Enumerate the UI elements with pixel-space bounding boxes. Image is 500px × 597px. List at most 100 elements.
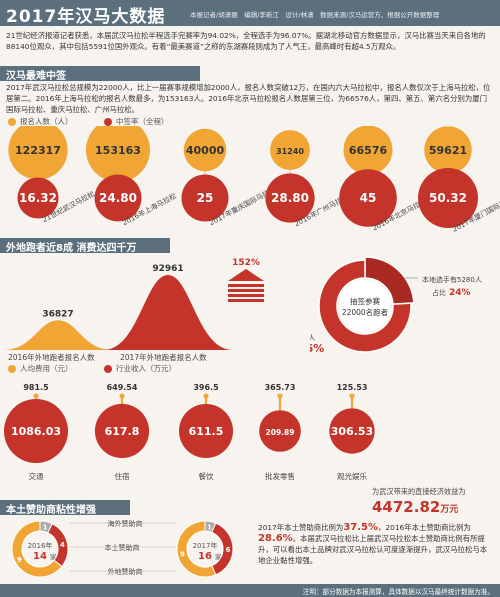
label-outside: 外地赞助商 bbox=[108, 567, 143, 576]
section-title: 汉马最难中签 bbox=[6, 71, 66, 82]
runners-pie-chart: 抽签参赛22000名跑者本地选手有5280人占比24%外地选手16720人占比7… bbox=[310, 256, 482, 355]
cost-value: 396.5 bbox=[193, 383, 219, 392]
credits: 本报记者/胡潇丽 编辑/李新江 设计/林潇 数据来源/汉马运营方、根据公开数据整… bbox=[190, 11, 440, 19]
income-value: 1086.03 bbox=[11, 425, 61, 438]
legend-dot-orange bbox=[8, 117, 16, 126]
applicants-value: 40000 bbox=[186, 144, 225, 157]
donut-unit: 家 bbox=[50, 552, 57, 561]
footer-note: 注明：部分数据为本报测算，具体数据以汉马最终统计数据为准。 bbox=[302, 588, 494, 596]
rate-bubble bbox=[339, 169, 397, 227]
pie-center-line2: 22000名跑者 bbox=[342, 307, 389, 317]
sponsor-slice-value: 1 bbox=[207, 523, 212, 531]
rate-value: 16.32 bbox=[19, 191, 57, 205]
income-value: 611.5 bbox=[189, 425, 224, 438]
legend-dot-red bbox=[104, 117, 112, 126]
legend-cost: 人均费用（元） bbox=[8, 363, 73, 374]
sponsor-slice-value: 4 bbox=[60, 541, 65, 549]
sponsor-slice-value: 1 bbox=[43, 524, 48, 532]
income-bubble bbox=[259, 410, 301, 452]
area-hump-2016 bbox=[3, 320, 113, 350]
runners-slice bbox=[364, 256, 415, 306]
sponsor-text-b: ，2016年本土赞助商比例为 bbox=[378, 523, 471, 532]
growth-stripe bbox=[228, 294, 264, 297]
legend-label: 报名人数（人） bbox=[20, 117, 73, 126]
sponsor-text-a: 2017年本土赞助商比例为 bbox=[258, 523, 344, 532]
legend-label: 人均费用（元） bbox=[20, 364, 73, 373]
legend-label: 行业收入（万元） bbox=[116, 364, 176, 373]
growth-stripe bbox=[228, 289, 264, 292]
cost-value: 981.5 bbox=[23, 383, 49, 392]
applicants-value: 153163 bbox=[95, 144, 141, 157]
donut-unit: 家 bbox=[215, 552, 222, 561]
rate-value: 50.32 bbox=[429, 191, 467, 205]
donut-year: 2016年 bbox=[28, 541, 53, 550]
cost-dot bbox=[349, 393, 355, 399]
legend-dot-red bbox=[104, 364, 112, 373]
applicants-value: 59621 bbox=[429, 144, 467, 157]
pie-center-line1: 抽签参赛 bbox=[350, 296, 380, 306]
page-title: 2017年汉马大数据 bbox=[6, 7, 166, 27]
cost-dot bbox=[277, 393, 283, 399]
section-title: 外地跑者近8成 消费达四千万 bbox=[6, 243, 137, 254]
outside-label: 外地选手16720人 bbox=[310, 333, 315, 342]
cost-value: 365.73 bbox=[265, 383, 296, 392]
runners-slice bbox=[318, 259, 412, 353]
income-value: 306.53 bbox=[331, 425, 373, 438]
applicants-value: 31240 bbox=[276, 147, 304, 156]
rate-bubble bbox=[94, 174, 142, 222]
sponsor-slice-value: 9 bbox=[17, 556, 22, 564]
cost-dot bbox=[33, 393, 39, 399]
section-header-applications: 汉马最难中签 bbox=[0, 66, 200, 82]
donut-count: 16 bbox=[198, 551, 212, 562]
rate-value: 25 bbox=[197, 191, 214, 205]
applicants-bubble bbox=[86, 126, 150, 182]
industry-label: 批发零售 bbox=[265, 471, 295, 481]
cost-dot bbox=[203, 393, 209, 399]
local-label: 本地选手有5280人 bbox=[422, 275, 482, 284]
section-header-outsiders: 外地跑者近8成 消费达四千万 bbox=[0, 238, 170, 254]
rate-bubble bbox=[181, 174, 229, 222]
rate-bubble bbox=[418, 168, 478, 228]
income-value: 209.89 bbox=[266, 428, 295, 437]
cost-value: 649.54 bbox=[107, 383, 138, 392]
label-local: 本土赞助商 bbox=[105, 543, 140, 552]
applicants-bubble bbox=[424, 126, 472, 174]
income-bubble bbox=[178, 403, 234, 459]
income-value: 617.8 bbox=[105, 425, 140, 438]
legend-label: 中签率（全程） bbox=[116, 117, 169, 126]
sponsor-text-c: 。本届武汉马拉松比上届武汉马拉松本土赞助商比例有所提升，可以看出本土品牌对武汉马… bbox=[258, 534, 488, 565]
industry-label: 住宿 bbox=[115, 471, 130, 481]
benefit-value: 4472.82 bbox=[372, 498, 441, 516]
applicants-value: 122317 bbox=[15, 144, 61, 157]
income-bubble bbox=[4, 399, 68, 463]
applicants-bubble-chart: 12231716.3221世纪武汉马拉松15316324.802016年上海马拉… bbox=[8, 126, 500, 234]
label-2017: 2017年外地跑者报名人数 bbox=[120, 352, 207, 362]
section-header-sponsors: 本土赞助商粘性增强 bbox=[0, 500, 130, 516]
area-hump-2017 bbox=[103, 275, 233, 350]
income-bubble bbox=[329, 408, 375, 454]
section-title: 本土赞助商粘性增强 bbox=[6, 505, 96, 516]
applicants-bubble bbox=[270, 130, 310, 170]
value-2016: 36827 bbox=[42, 309, 73, 319]
spending-bubble-chart: 981.5 1086.03 交通 649.54 617.8 住宿 396.5 611.5 餐饮 3… bbox=[4, 383, 375, 481]
header-bar: 2017年汉马大数据 本报记者/胡潇丽 编辑/李新江 设计/林潇 数据来源/汉马… bbox=[0, 0, 500, 27]
sponsor-paragraph: 2017年本土赞助商比例为37.5%，2016年本土赞助商比例为 28.6%。本届… bbox=[258, 522, 494, 566]
industry-label: 餐饮 bbox=[199, 471, 214, 481]
rate-value: 45 bbox=[360, 191, 377, 205]
legend-applicants: 报名人数（人） bbox=[8, 116, 73, 127]
sponsor-slice bbox=[176, 520, 217, 578]
sponsor-pct-2017: 37.5% bbox=[343, 522, 379, 533]
benefit-caption: 为武汉带来的直接经济效益为 bbox=[372, 487, 466, 496]
growth-arrow bbox=[228, 269, 264, 281]
intro-paragraph: 21世纪经济报道记者获悉，本届武汉马拉松半程选手完赛率为94.02%，全程选手为… bbox=[6, 31, 486, 51]
outside-pct: 76% bbox=[310, 342, 324, 355]
benefit-unit: 万元 bbox=[440, 505, 459, 515]
rate-bubble bbox=[17, 177, 59, 219]
income-bubble bbox=[94, 403, 150, 459]
legend-dot-orange bbox=[8, 364, 16, 373]
industry-label: 观光娱乐 bbox=[337, 471, 367, 481]
section1-paragraph: 2017年武汉马拉松总规模为22000人，比上一届赛事规模增加2000人，报名人… bbox=[6, 83, 491, 114]
local-pct: 24% bbox=[449, 288, 471, 298]
footer-bar: 注明：部分数据为本报测算，具体数据以汉马最终统计数据为准。 bbox=[0, 584, 500, 597]
